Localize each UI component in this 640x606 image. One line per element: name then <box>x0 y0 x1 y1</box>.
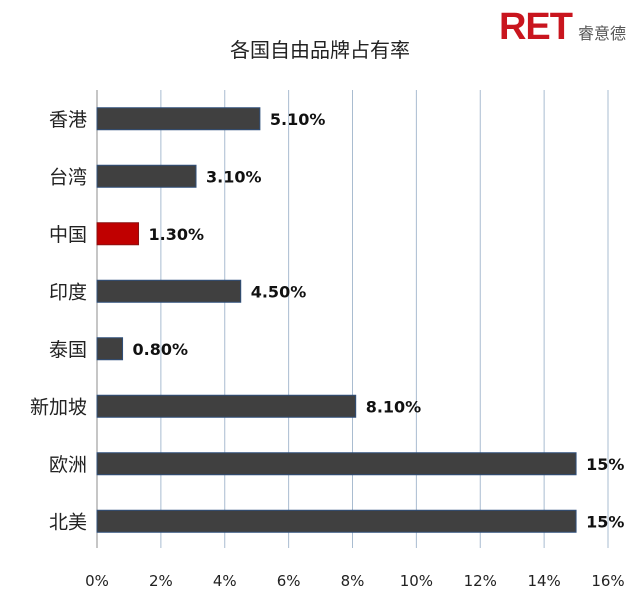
category-label: 香港 <box>49 109 87 131</box>
x-tick-label: 16% <box>591 572 624 590</box>
category-label: 中国 <box>49 224 87 246</box>
x-tick-label: 12% <box>464 572 497 590</box>
category-label: 印度 <box>49 281 87 303</box>
category-label: 泰国 <box>49 339 87 361</box>
data-label: 0.80% <box>133 340 189 359</box>
brand-logo: RET 睿意德 <box>499 8 626 46</box>
bar <box>96 279 242 303</box>
x-tick-label: 2% <box>149 572 173 590</box>
bar <box>96 394 357 418</box>
data-label: 1.30% <box>149 225 205 244</box>
category-label: 北美 <box>49 511 87 533</box>
chart-title: 各国自由品牌占有率 <box>230 38 410 62</box>
data-label: 15% <box>586 455 624 474</box>
x-tick-label: 14% <box>527 572 560 590</box>
bar <box>96 509 577 533</box>
data-label: 5.10% <box>270 110 326 129</box>
bar <box>96 452 577 476</box>
logo-name: 睿意德 <box>577 24 626 43</box>
x-tick-label: 4% <box>213 572 237 590</box>
category-label: 欧洲 <box>49 454 87 476</box>
bar <box>96 164 197 188</box>
x-tick-label: 10% <box>400 572 433 590</box>
x-tick-label: 6% <box>277 572 301 590</box>
bar <box>96 337 124 361</box>
data-label: 3.10% <box>206 167 262 186</box>
bar <box>96 107 261 131</box>
data-label: 8.10% <box>366 397 422 416</box>
category-label: 新加坡 <box>30 396 87 418</box>
data-label: 15% <box>586 512 624 531</box>
bar <box>96 222 140 246</box>
x-tick-label: 8% <box>341 572 365 590</box>
category-label: 台湾 <box>49 166 87 188</box>
data-label: 4.50% <box>251 282 307 301</box>
x-tick-label: 0% <box>85 572 109 590</box>
logo-mark: RET <box>498 6 573 48</box>
